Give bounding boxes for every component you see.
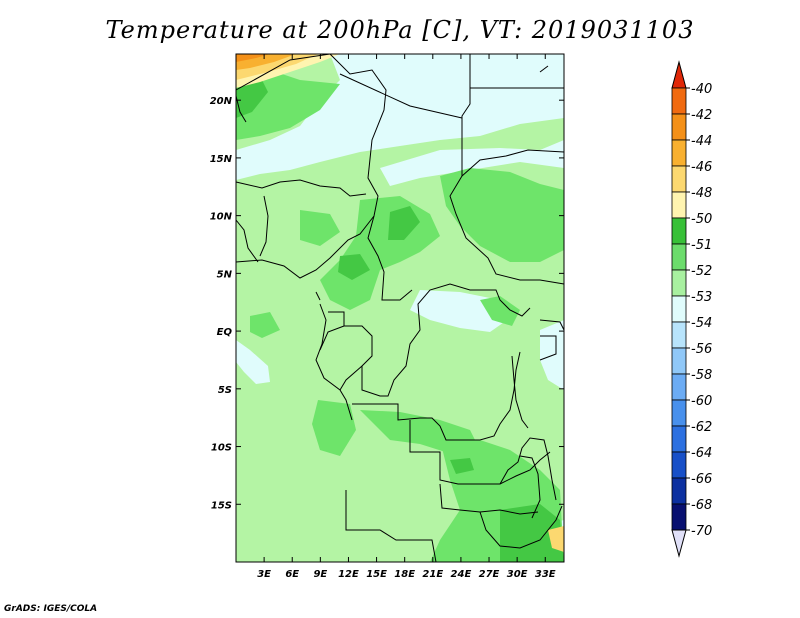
colorbar-label: -64: [691, 446, 712, 461]
colorbar-label: -70: [691, 524, 712, 539]
map-plot-area: [235, 53, 565, 563]
colorbar-swatch: [671, 399, 687, 427]
longitude-tick-label: 15E: [366, 569, 387, 580]
colorbar-label: -40: [691, 82, 712, 97]
longitude-tick-label: 18E: [394, 569, 415, 580]
latitude-tick-label: EQ: [217, 327, 233, 338]
latitude-axis: 20N 15N 10N 5N EQ 5S 10S 15S: [210, 96, 564, 511]
colorbar: -40 -42 -44 -46 -48 -50 -51 -52 -53 -54 -56 -58 -60 -…: [671, 60, 712, 558]
country-borders: [235, 53, 565, 563]
colorbar-label: -54: [691, 316, 712, 331]
colorbar-label: -46: [691, 160, 712, 175]
colorbar-label: -68: [691, 498, 712, 513]
colorbar-swatch: [671, 269, 687, 297]
latitude-tick-label: 5S: [218, 385, 232, 396]
longitude-tick-label: 12E: [338, 569, 359, 580]
colorbar-swatch: [671, 503, 687, 531]
longitude-axis: 3E 6E 9E 12E 15E 18E 21E 24E 27E 30E 33E: [257, 54, 556, 580]
colorbar-label: -56: [691, 342, 712, 357]
longitude-tick-label: 33E: [535, 569, 556, 580]
longitude-tick-label: 21E: [422, 569, 443, 580]
colorbar-label: -62: [691, 420, 712, 435]
latitude-tick-label: 10S: [211, 443, 232, 454]
longitude-tick-label: 3E: [257, 569, 271, 580]
longitude-tick-label: 30E: [507, 569, 528, 580]
grads-credit: GrADS: IGES/COLA: [4, 604, 98, 614]
colorbar-label: -58: [691, 368, 712, 383]
colorbar-swatch: [671, 191, 687, 219]
colorbar-swatch: [671, 295, 687, 323]
longitude-tick-label: 27E: [479, 569, 500, 580]
latitude-tick-label: 15N: [210, 154, 233, 165]
colorbar-swatch: [671, 373, 687, 401]
latitude-tick-label: 15S: [211, 500, 232, 511]
colorbar-swatch: [671, 451, 687, 479]
colorbar-label: -66: [691, 472, 712, 487]
latitude-tick-label: 20N: [210, 96, 233, 107]
colorbar-swatch: [671, 165, 687, 193]
colorbar-swatch: [671, 425, 687, 453]
longitude-tick-label: 9E: [313, 569, 327, 580]
colorbar-label: -44: [691, 134, 712, 149]
colorbar-label: -48: [691, 186, 712, 201]
colorbar-swatch: [671, 347, 687, 375]
latitude-tick-label: 10N: [210, 212, 233, 223]
longitude-tick-label: 6E: [285, 569, 299, 580]
colorbar-label: -50: [691, 212, 712, 227]
field-hot-corner: [236, 54, 564, 552]
colorbar-swatch: [671, 139, 687, 167]
colorbar-label: -52: [691, 264, 712, 279]
colorbar-bottom-arrow: [671, 529, 687, 558]
colorbar-top-arrow: [671, 60, 687, 89]
longitude-tick-label: 24E: [451, 569, 472, 580]
colorbar-label: -53: [691, 290, 712, 305]
latitude-tick-label: 5N: [217, 269, 233, 280]
colorbar-label: -60: [691, 394, 712, 409]
colorbar-swatch: [671, 477, 687, 505]
colorbar-label: -42: [691, 108, 712, 123]
map-frame: [235, 53, 565, 563]
colorbar-swatch: [671, 87, 687, 115]
colorbar-swatch: [671, 217, 687, 245]
colorbar-swatch: [671, 321, 687, 349]
colorbar-swatch: [671, 113, 687, 141]
colorbar-label: -51: [691, 238, 712, 253]
colorbar-swatch: [671, 243, 687, 271]
map-title: Temperature at 200hPa [C], VT: 201903110…: [105, 16, 695, 44]
